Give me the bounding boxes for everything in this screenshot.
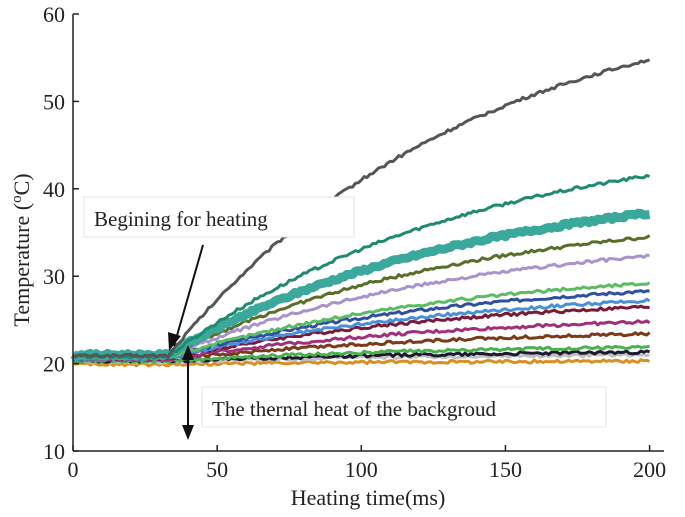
annotation-heating-arrowhead (168, 332, 181, 351)
y-tick-label: 30 (43, 264, 65, 289)
y-axis-label-main: Temperature ( (9, 203, 34, 327)
y-tick-label: 50 (43, 89, 65, 114)
annotation-heating-arrow (173, 244, 204, 347)
y-axis-label: Temperature (oC) (9, 173, 34, 326)
x-tick-label: 50 (206, 457, 228, 482)
x-tick-label: 0 (68, 457, 79, 482)
y-tick-label: 10 (43, 439, 65, 464)
series-line (72, 344, 651, 364)
y-tick-label: 60 (43, 2, 65, 27)
x-tick-label: 150 (489, 457, 522, 482)
annotation-background-arrowhead-down (182, 425, 194, 440)
series-line (72, 319, 651, 363)
annotation-background: The thernal heat of the backgroud (182, 345, 607, 440)
x-tick-label: 200 (633, 457, 666, 482)
y-tick-label: 40 (43, 177, 65, 202)
x-tick-label: 100 (345, 457, 378, 482)
series-line (72, 358, 651, 368)
annotation-heating-text: Begining for heating (94, 207, 268, 231)
x-axis-label: Heating time(ms) (291, 485, 446, 510)
y-axis-label-sup: o (9, 195, 25, 203)
series-layer (70, 58, 652, 368)
series-line (72, 58, 651, 359)
y-axis-label-tail: C) (9, 173, 34, 195)
annotation-heating-box (83, 196, 355, 238)
annotation-heating-onset: Begining for heating (83, 196, 355, 351)
annotation-background-arrowhead-up (182, 345, 194, 360)
y-tick-label: 20 (43, 352, 65, 377)
annotation-background-text: The thernal heat of the backgroud (212, 397, 496, 421)
series-line (72, 281, 651, 361)
annotation-background-box (201, 386, 607, 428)
tick-layer: 0 50 100 150 200 10 20 30 40 50 60 (43, 2, 666, 482)
